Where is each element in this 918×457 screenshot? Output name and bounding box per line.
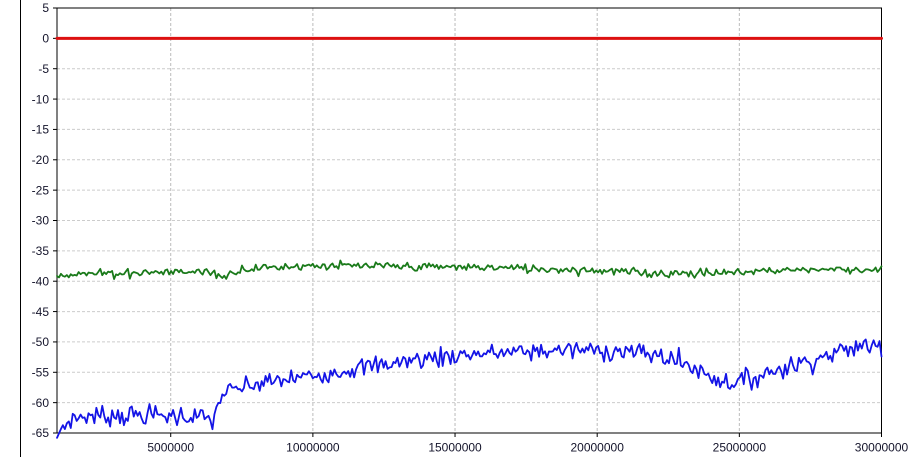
svg-text:-60: -60 — [32, 396, 50, 410]
svg-text:-30: -30 — [32, 214, 50, 228]
svg-text:-50: -50 — [32, 335, 50, 349]
svg-text:-5: -5 — [38, 62, 49, 76]
svg-text:20000000: 20000000 — [570, 441, 624, 455]
svg-text:10000000: 10000000 — [286, 441, 340, 455]
svg-text:-45: -45 — [32, 305, 50, 319]
svg-text:5000000: 5000000 — [147, 441, 194, 455]
svg-text:-55: -55 — [32, 365, 50, 379]
svg-text:-15: -15 — [32, 123, 50, 137]
svg-text:25000000: 25000000 — [713, 441, 767, 455]
svg-text:-65: -65 — [32, 426, 50, 440]
svg-text:5: 5 — [42, 1, 49, 15]
svg-text:-35: -35 — [32, 244, 50, 258]
svg-text:-20: -20 — [32, 153, 50, 167]
svg-text:0: 0 — [42, 32, 49, 46]
svg-text:-40: -40 — [32, 274, 50, 288]
svg-text:-10: -10 — [32, 92, 50, 106]
svg-text:15000000: 15000000 — [428, 441, 482, 455]
svg-text:-25: -25 — [32, 183, 50, 197]
svg-text:30000000: 30000000 — [855, 441, 909, 455]
